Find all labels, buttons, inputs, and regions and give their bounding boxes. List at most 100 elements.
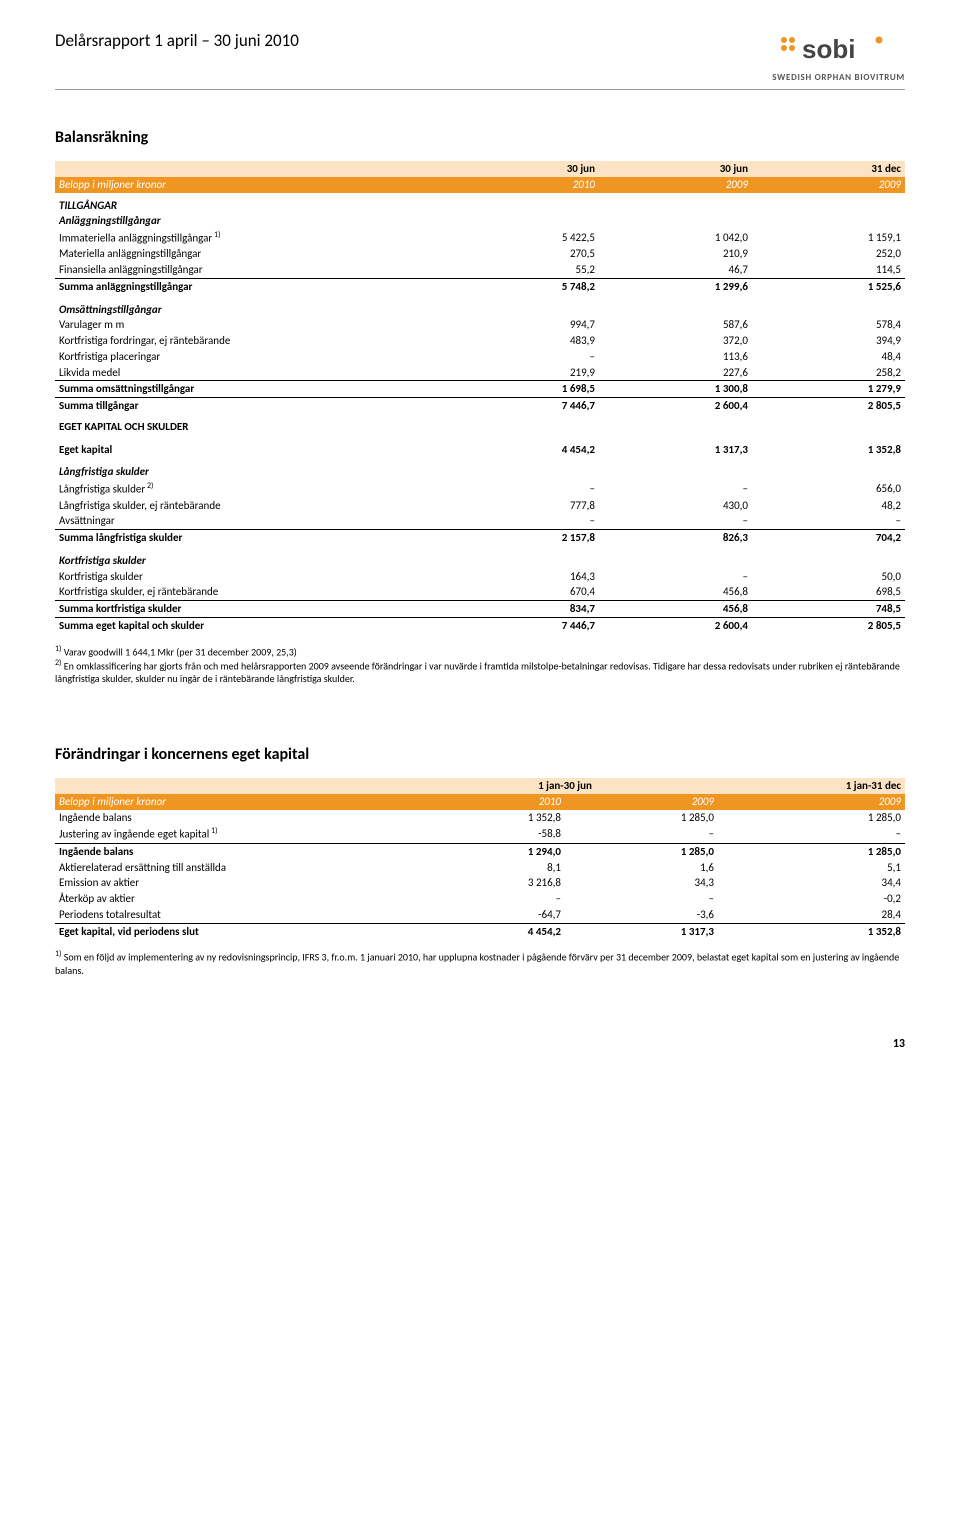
table-row: Kortfristiga skulder164,3–50,0 — [55, 569, 905, 585]
row-value: 270,5 — [446, 246, 599, 262]
row-label: TILLGÅNGAR — [55, 193, 446, 214]
row-value: 1 285,0 — [752, 843, 905, 859]
row-value — [446, 414, 599, 435]
row-value — [718, 923, 752, 939]
table-row: Summa omsättningstillgångar1 698,51 300,… — [55, 381, 905, 398]
row-value: 456,8 — [599, 584, 752, 600]
row-value: -64,7 — [412, 907, 565, 923]
row-value: 826,3 — [599, 530, 752, 546]
row-value: 394,9 — [752, 333, 905, 349]
row-value: 670,4 — [446, 584, 599, 600]
row-value: 7 446,7 — [446, 398, 599, 414]
row-label: Summa långfristiga skulder — [55, 530, 446, 546]
row-value: – — [565, 891, 718, 907]
row-value — [446, 213, 599, 229]
footnote: 2) En omklassificering har gjorts från o… — [55, 658, 905, 685]
table-row: Justering av ingående eget kapital 1)-58… — [55, 825, 905, 843]
table-row: Eget kapital4 454,21 317,31 352,8 — [55, 435, 905, 458]
row-label: Långfristiga skulder — [55, 457, 446, 480]
row-label: Justering av ingående eget kapital 1) — [55, 825, 412, 843]
svg-text:sobi: sobi — [802, 34, 855, 64]
row-value — [752, 457, 905, 480]
row-label: Kortfristiga skulder — [55, 569, 446, 585]
row-value: 258,2 — [752, 365, 905, 381]
row-value: 4 454,2 — [412, 923, 565, 939]
row-label: Periodens totalresultat — [55, 907, 412, 923]
row-value — [752, 193, 905, 214]
table-row: Långfristiga skulder — [55, 457, 905, 480]
row-label: Avsättningar — [55, 513, 446, 529]
row-value: 5 422,5 — [446, 229, 599, 246]
row-value: 50,0 — [752, 569, 905, 585]
row-value — [752, 295, 905, 318]
row-value: 430,0 — [599, 498, 752, 514]
logo-subtitle: SWEDISH ORPHAN BIOVITRUM — [772, 72, 905, 83]
row-value: 2 805,5 — [752, 398, 905, 414]
row-value: 113,6 — [599, 349, 752, 365]
row-value: – — [565, 825, 718, 843]
footnote: 1) Som en följd av implementering av ny … — [55, 949, 905, 976]
row-value: 1 285,0 — [565, 843, 718, 859]
table-row: Materiella anläggningstillgångar270,5210… — [55, 246, 905, 262]
row-value — [599, 414, 752, 435]
row-label: Anläggningstillgångar — [55, 213, 446, 229]
row-value: -3,6 — [565, 907, 718, 923]
row-label: Kortfristiga placeringar — [55, 349, 446, 365]
table-row: Kortfristiga skulder — [55, 546, 905, 569]
row-value — [446, 546, 599, 569]
row-value: – — [752, 513, 905, 529]
row-value: 3 216,8 — [412, 875, 565, 891]
row-value — [718, 810, 752, 826]
row-value: 1 698,5 — [446, 381, 599, 398]
row-value: 372,0 — [599, 333, 752, 349]
row-value: 656,0 — [752, 480, 905, 497]
row-value: 7 446,7 — [446, 617, 599, 633]
row-value: 1 317,3 — [565, 923, 718, 939]
row-value: 994,7 — [446, 317, 599, 333]
row-value: – — [752, 825, 905, 843]
row-value — [446, 193, 599, 214]
table-row: Återköp av aktier––-0,2 — [55, 891, 905, 907]
row-value: – — [446, 480, 599, 497]
row-value — [718, 875, 752, 891]
row-value: 114,5 — [752, 262, 905, 278]
table-row: Kortfristiga skulder, ej räntebärande670… — [55, 584, 905, 600]
row-value: – — [599, 480, 752, 497]
table-row: Avsättningar––– — [55, 513, 905, 529]
row-value — [718, 860, 752, 876]
row-label: Långfristiga skulder, ej räntebärande — [55, 498, 446, 514]
row-value: 4 454,2 — [446, 435, 599, 458]
row-label: Ingående balans — [55, 810, 412, 826]
row-value: 748,5 — [752, 601, 905, 618]
row-value: 1 042,0 — [599, 229, 752, 246]
row-label: Kortfristiga fordringar, ej räntebärande — [55, 333, 446, 349]
footnote: 1) Varav goodwill 1 644,1 Mkr (per 31 de… — [55, 644, 905, 658]
table-row: Summa tillgångar7 446,72 600,42 805,5 — [55, 398, 905, 414]
row-label: Summa kortfristiga skulder — [55, 601, 446, 618]
table-row: EGET KAPITAL OCH SKULDER — [55, 414, 905, 435]
row-value: 1 294,0 — [412, 843, 565, 859]
doc-title: Delårsrapport 1 april – 30 juni 2010 — [55, 30, 299, 51]
row-value: 210,9 — [599, 246, 752, 262]
row-label: Summa anläggningstillgångar — [55, 278, 446, 294]
row-value: 5,1 — [752, 860, 905, 876]
row-value: – — [446, 349, 599, 365]
row-label: Summa eget kapital och skulder — [55, 617, 446, 633]
row-value: 456,8 — [599, 601, 752, 618]
row-value: 1 317,3 — [599, 435, 752, 458]
row-value: 1 525,6 — [752, 278, 905, 294]
table-row: Emission av aktier3 216,834,334,4 — [55, 875, 905, 891]
row-value — [446, 295, 599, 318]
row-value: 2 600,4 — [599, 398, 752, 414]
balance-col-header: 30 jun — [599, 161, 752, 177]
balance-col-subheader: 2010 — [446, 177, 599, 193]
table-row: Summa kortfristiga skulder834,7456,8748,… — [55, 601, 905, 618]
row-value: 483,9 — [446, 333, 599, 349]
row-label: Emission av aktier — [55, 875, 412, 891]
row-value: 587,6 — [599, 317, 752, 333]
row-value: 34,4 — [752, 875, 905, 891]
row-value: 164,3 — [446, 569, 599, 585]
balance-col-subheader: Belopp i miljoner kronor — [55, 177, 446, 193]
row-value — [718, 907, 752, 923]
table-row: Anläggningstillgångar — [55, 213, 905, 229]
